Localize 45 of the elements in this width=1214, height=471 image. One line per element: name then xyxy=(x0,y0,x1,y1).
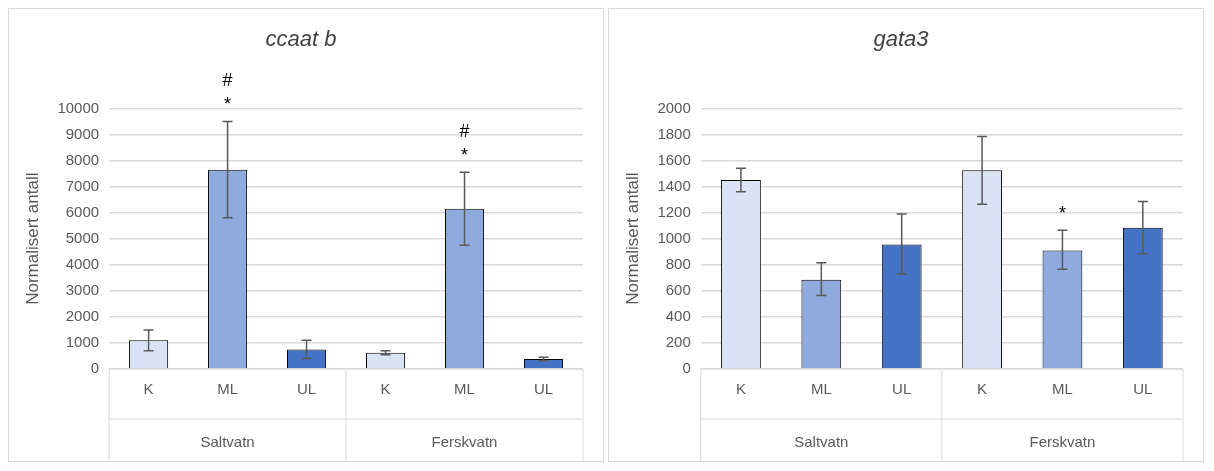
y-tick-label: 1800 xyxy=(657,124,691,142)
y-tick-label: 6000 xyxy=(65,202,100,220)
y-tick-label: 9000 xyxy=(65,124,100,142)
x-tick-label: K xyxy=(735,380,746,398)
data-label: # * xyxy=(222,70,233,115)
x-tick-label: K xyxy=(977,380,988,398)
x-tick-label: ML xyxy=(810,380,832,398)
y-tick-label: 7000 xyxy=(65,176,100,194)
y-tick-label: 3000 xyxy=(65,280,100,298)
y-tick-label: 1400 xyxy=(657,176,691,194)
x-tick-label: K xyxy=(380,380,391,398)
y-tick-label: 8000 xyxy=(65,150,100,168)
data-label: # * xyxy=(459,121,470,166)
chart-title: ccaat b xyxy=(265,26,337,52)
data-label: * xyxy=(1058,203,1066,224)
y-tick-label: 1000 xyxy=(657,228,691,246)
x-tick-label: UL xyxy=(533,380,554,398)
x-tick-label: ML xyxy=(217,380,239,398)
y-tick-label: 800 xyxy=(665,254,691,272)
y-axis-title: Normalisert antall xyxy=(22,172,42,305)
y-tick-label: 0 xyxy=(90,359,100,377)
text: Ferskvatn xyxy=(1029,433,1096,451)
x-tick-label: K xyxy=(143,380,154,398)
y-tick-label: 200 xyxy=(665,333,691,351)
y-tick-label: 2000 xyxy=(65,307,100,325)
text: Saltvatn xyxy=(794,433,849,451)
y-tick-label: 0 xyxy=(682,359,691,377)
x-tick-label: UL xyxy=(892,380,912,398)
text: Ferskvatn xyxy=(431,433,498,451)
x-tick-label: ML xyxy=(454,380,475,398)
y-tick-label: 2000 xyxy=(657,98,691,116)
y-tick-label: 1200 xyxy=(657,202,691,220)
x-tick-label: ML xyxy=(1052,380,1073,398)
y-axis-title: Normalisert antall xyxy=(622,172,642,305)
x-tick-label: UL xyxy=(296,380,317,398)
chart-title: gata3 xyxy=(873,26,930,52)
x-tick-label: UL xyxy=(1133,380,1153,398)
text: Saltvatn xyxy=(200,433,255,451)
y-tick-label: 10000 xyxy=(57,98,100,116)
y-tick-label: 5000 xyxy=(65,228,100,246)
y-tick-label: 1600 xyxy=(657,150,691,168)
y-tick-label: 1000 xyxy=(65,333,100,351)
y-tick-label: 600 xyxy=(665,280,691,298)
y-tick-label: 4000 xyxy=(65,254,100,272)
y-tick-label: 400 xyxy=(665,307,691,325)
